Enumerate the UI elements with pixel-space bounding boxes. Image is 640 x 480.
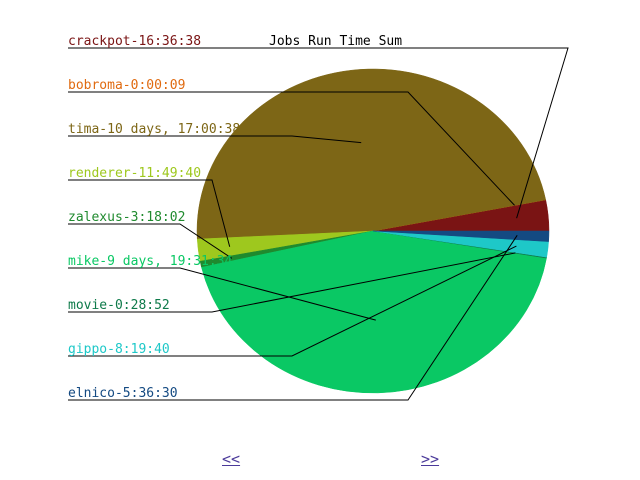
- chart-title: Jobs Run Time Sum: [269, 34, 402, 49]
- leader-line-crackpot: [68, 47, 569, 219]
- leader-line-tima: [68, 135, 362, 144]
- legend-label-renderer: renderer-11:49:40: [68, 166, 201, 181]
- legend-label-tima: tima-10 days, 17:00:38: [68, 122, 240, 137]
- leader-line-mike: [68, 267, 376, 321]
- legend-label-movie: movie-0:28:52: [68, 298, 170, 313]
- pie-slice-tima: [196, 68, 547, 240]
- leader-line-movie: [68, 252, 516, 313]
- leader-line-elnico: [68, 235, 518, 401]
- pie-slice-mike: [201, 230, 547, 394]
- legend-label-elnico: elnico-5:36:30: [68, 386, 178, 401]
- leader-line-bobroma: [68, 91, 515, 206]
- pie-slice-elnico: [372, 230, 550, 242]
- legend-label-bobroma: bobroma-0:00:09: [68, 78, 185, 93]
- legend-label-gippo: gippo-8:19:40: [68, 342, 170, 357]
- legend-label-crackpot: crackpot-16:36:38: [68, 34, 201, 49]
- next-page-link[interactable]: >>: [421, 450, 440, 468]
- legend-label-mike: mike-9 days, 19:31:34: [68, 254, 233, 269]
- legend-label-zalexus: zalexus-3:18:02: [68, 210, 185, 225]
- leader-line-zalexus: [68, 223, 233, 259]
- leader-line-renderer: [68, 179, 231, 247]
- leader-line-gippo: [68, 245, 517, 357]
- previous-page-link[interactable]: <<: [222, 450, 241, 468]
